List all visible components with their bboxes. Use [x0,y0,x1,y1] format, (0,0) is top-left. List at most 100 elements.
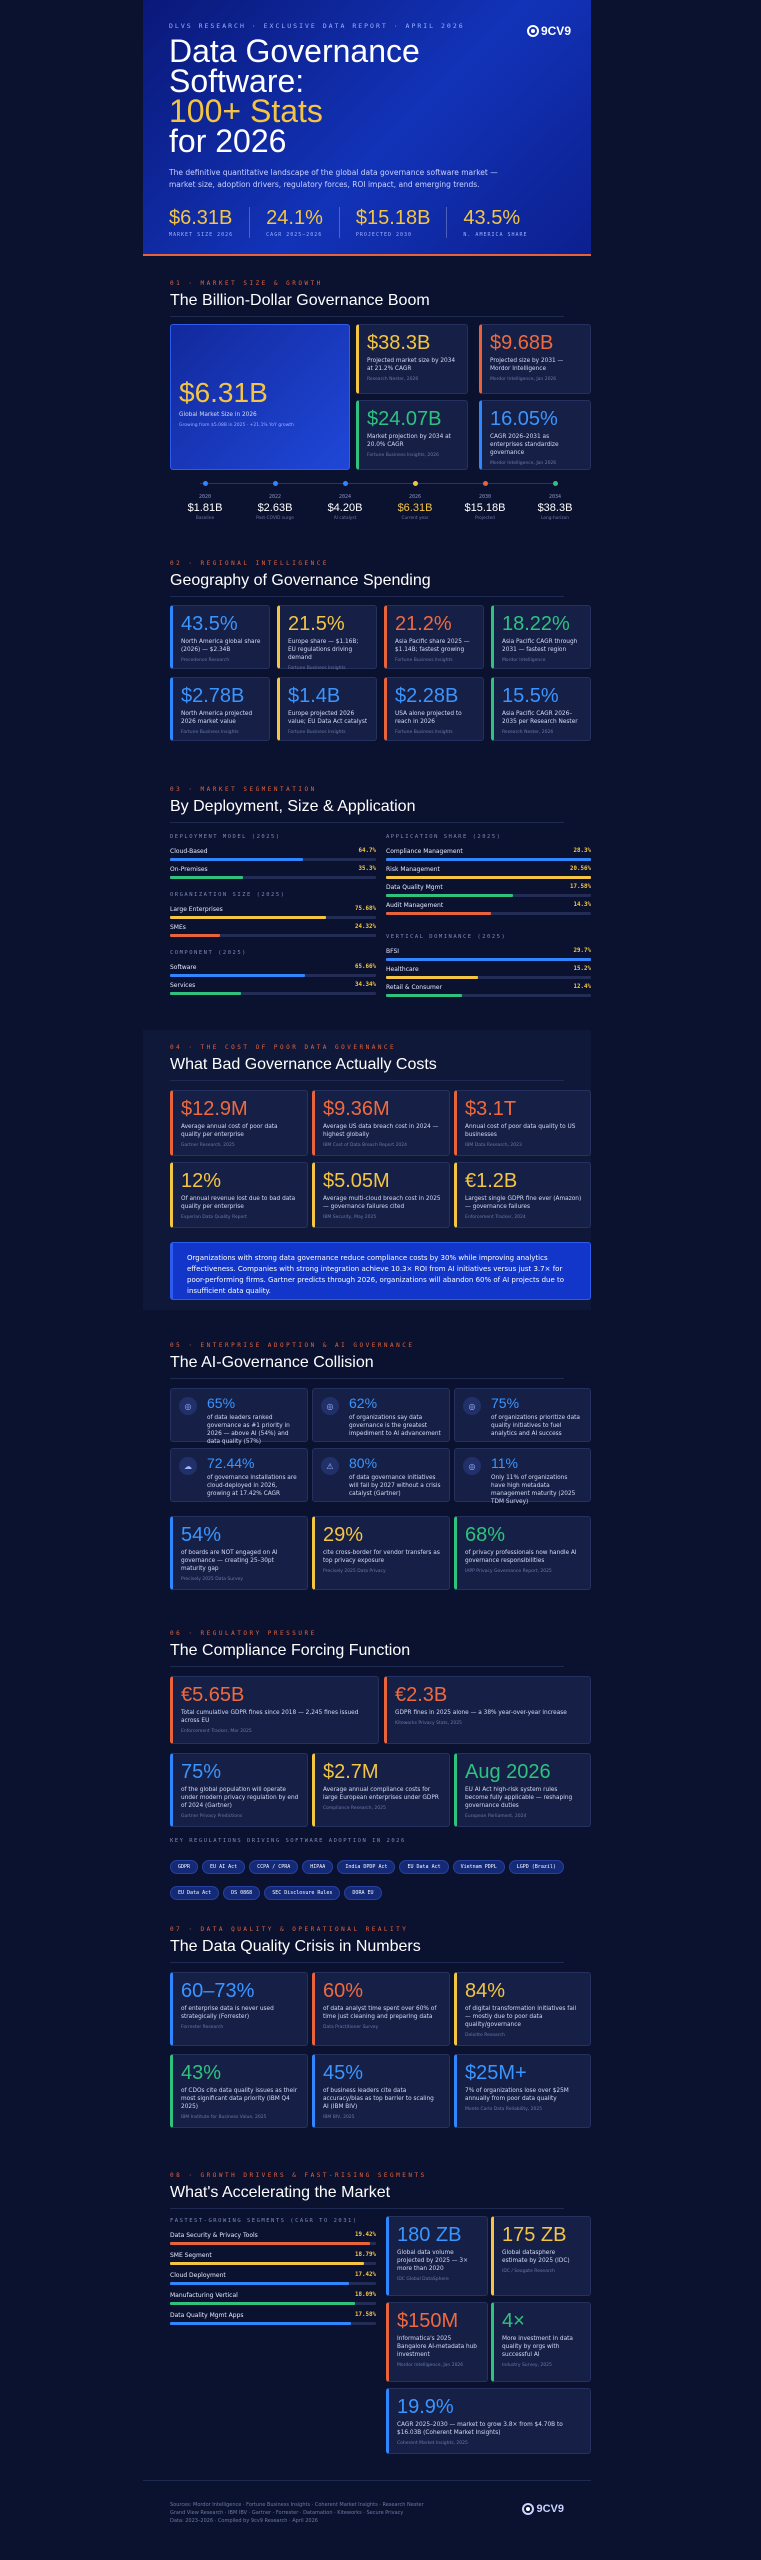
logo-ring-icon [526,25,539,37]
bar-track [386,994,591,997]
bar-track [170,2322,376,2325]
bar-label-row: BFSI 29.7% [386,948,591,955]
regulation-chip[interactable]: CCPA / CPRA [249,1860,299,1874]
ai-stat-icon: ☁ [179,1457,197,1475]
stat-desc: Average annual cost of poor data quality… [181,1124,278,1138]
timeline-value: $6.31B [397,502,433,514]
stat-desc: Only 11% of organizations have high meta… [491,1475,576,1505]
bar-label-row: Healthcare 15.2% [386,966,591,973]
bar-row: Healthcare 15.2% [386,966,591,979]
bar-percent: 24.32% [355,924,376,930]
chips-label: KEY REGULATIONS DRIVING SOFTWARE ADOPTIO… [170,1838,406,1844]
stat-card: $5.05M Average multi-cloud breach cost in… [312,1162,450,1228]
hero-lede: The definitive quantitative landscape of… [169,168,498,189]
bar-fill [170,974,306,977]
stat-source: Compliance Research, 2025 [323,1806,386,1811]
feature-value: $6.31B [179,377,268,408]
stat-desc: EU AI Act high-risk system rules become … [465,1787,573,1809]
bar-track [386,912,591,915]
stat-source: Precisely 2025 Data Survey [181,1577,244,1582]
regulation-chip[interactable]: India DPDP Act [337,1860,396,1874]
stat-value: 45% [323,2062,364,2084]
bar-percent: 19.42% [355,2232,376,2238]
regulation-chip[interactable]: DORA EU [344,1886,382,1900]
ai-stat-icon: ◎ [321,1397,339,1415]
stat-desc: Total cumulative GDPR fines since 2018 —… [181,1710,359,1724]
stat-card: $150M Informatica's 2025 Bangalore AI-met… [386,2302,488,2382]
stat-card: 12% Of annual revenue lost due to bad dat… [170,1162,308,1228]
title-line-2: Software: [169,63,305,99]
timeline-year: 2024 [338,494,352,500]
ai-stat-icon: ⚠ [321,1457,339,1475]
footer-logo[interactable]: 9CV9 [522,2503,564,2515]
bar-percent: 17.42% [355,2272,376,2278]
hero-stats: $6.31B MARKET SIZE 2026 24.1% CAGR 2025–20… [169,207,560,238]
stat-value: €1.2B [465,1170,518,1192]
stat-source: Coherent Market Insights, 2025 [397,2441,468,2446]
stat-desc: CAGR 2026–2031 as enterprises standardiz… [490,434,559,456]
stat-card: $25M+ 7% of organizations lose over $25M … [454,2054,591,2128]
timeline-year: 2026 [408,494,422,500]
timeline-point: 2024 $4.20B AI catalyst [315,481,375,521]
regulation-chip[interactable]: EU Data Act [399,1860,449,1874]
bar-percent: 20.56% [570,866,591,872]
ai-stat-icon: ◎ [463,1457,481,1475]
stat-source: Fortune Business Insights [288,730,346,735]
timeline-dot [552,481,558,486]
bar-label-row: Cloud-Based 64.7% [170,848,376,855]
bar-fill [170,876,243,879]
stat-value: $1.4B [288,685,341,707]
brand-logo[interactable]: 9CV9 [526,24,571,38]
feature-desc: Global Market Size in 2026 [179,412,257,418]
bar-percent: 28.3% [573,848,591,854]
stat-desc: USA alone projected to reach in 2026 [395,711,462,725]
bar-row: On-Premises 35.3% [170,866,376,879]
regulation-chip[interactable]: Vietnam PDPL [452,1860,505,1874]
regulation-chip[interactable]: EU Data Act [170,1886,220,1900]
regulation-chip[interactable]: LGPD (Brazil) [508,1860,564,1874]
ai-stat-card: ☁ 72.44% of governance installations are c… [170,1448,308,1502]
logo-ring-icon [522,2503,535,2515]
section-kicker: 05 · ENTERPRISE ADOPTION & AI GOVERNANCE [170,1342,415,1349]
bar-label-row: Retail & Consumer 12.4% [386,984,591,991]
regulation-chip[interactable]: GDPR [170,1860,199,1874]
ai-stat-icon: ◎ [463,1397,481,1415]
bar-label-row: Services 34.34% [170,982,376,989]
group-label: VERTICAL DOMINANCE (2025) [386,934,507,940]
stat-source: Mordor Intelligence, Jan 2026 [397,2363,464,2368]
regulation-chip[interactable]: EU AI Act [202,1860,246,1874]
stat-desc: of the global population will operate un… [181,1787,299,1809]
timeline-dot [272,481,278,486]
bar-label-row: Audit Management 14.3% [386,902,591,909]
bar-row: Data Security & Privacy Tools 19.42% [170,2232,376,2245]
hero-stat-value: 43.5% [463,207,521,229]
stat-source: Precisely 2025 Data Privacy [323,1569,386,1574]
stat-value: 84% [465,1980,506,2002]
group-label: ORGANIZATION SIZE (2025) [170,892,286,898]
bar-fill [386,976,479,979]
stat-value: $2.7M [323,1761,379,1783]
regulation-chip[interactable]: DS 0868 [223,1886,261,1900]
bar-track [386,858,591,861]
bar-track [170,876,376,879]
regulation-chip[interactable]: SEC Disclosure Rules [264,1886,341,1900]
stat-card: 16.05% CAGR 2026–2031 as enterprises stan… [479,400,591,470]
timeline-point: 2026 $6.31B Current year [385,481,445,521]
stat-card: 43% of CDOs cite data quality issues as t… [170,2054,308,2128]
bar-fill [170,916,326,919]
bar-label: Cloud Deployment [170,2272,226,2279]
timeline-note: AI catalyst [333,516,357,521]
stat-desc: Europe projected 2026 value; EU Data Act… [288,711,368,725]
section-kicker: 04 · THE COST OF POOR DATA GOVERNANCE [170,1044,397,1051]
stat-value: €2.3B [395,1684,448,1706]
insight-callout: Organizations with strong data governanc… [170,1242,591,1300]
stat-value: 43.5% [181,613,238,635]
bar-fill [170,992,241,995]
stat-card: 21.5% Europe share — $1.16B; EU regulatio… [277,605,377,671]
bar-row: SMEs 24.32% [170,924,376,937]
regulation-chip[interactable]: HIPAA [302,1860,334,1874]
bar-row: BFSI 29.7% [386,948,591,961]
bar-track [170,2302,376,2305]
bar-fill [170,2282,350,2285]
stat-card: 21.2% Asia Pacific share 2025 — $1.14B; f… [384,605,484,669]
